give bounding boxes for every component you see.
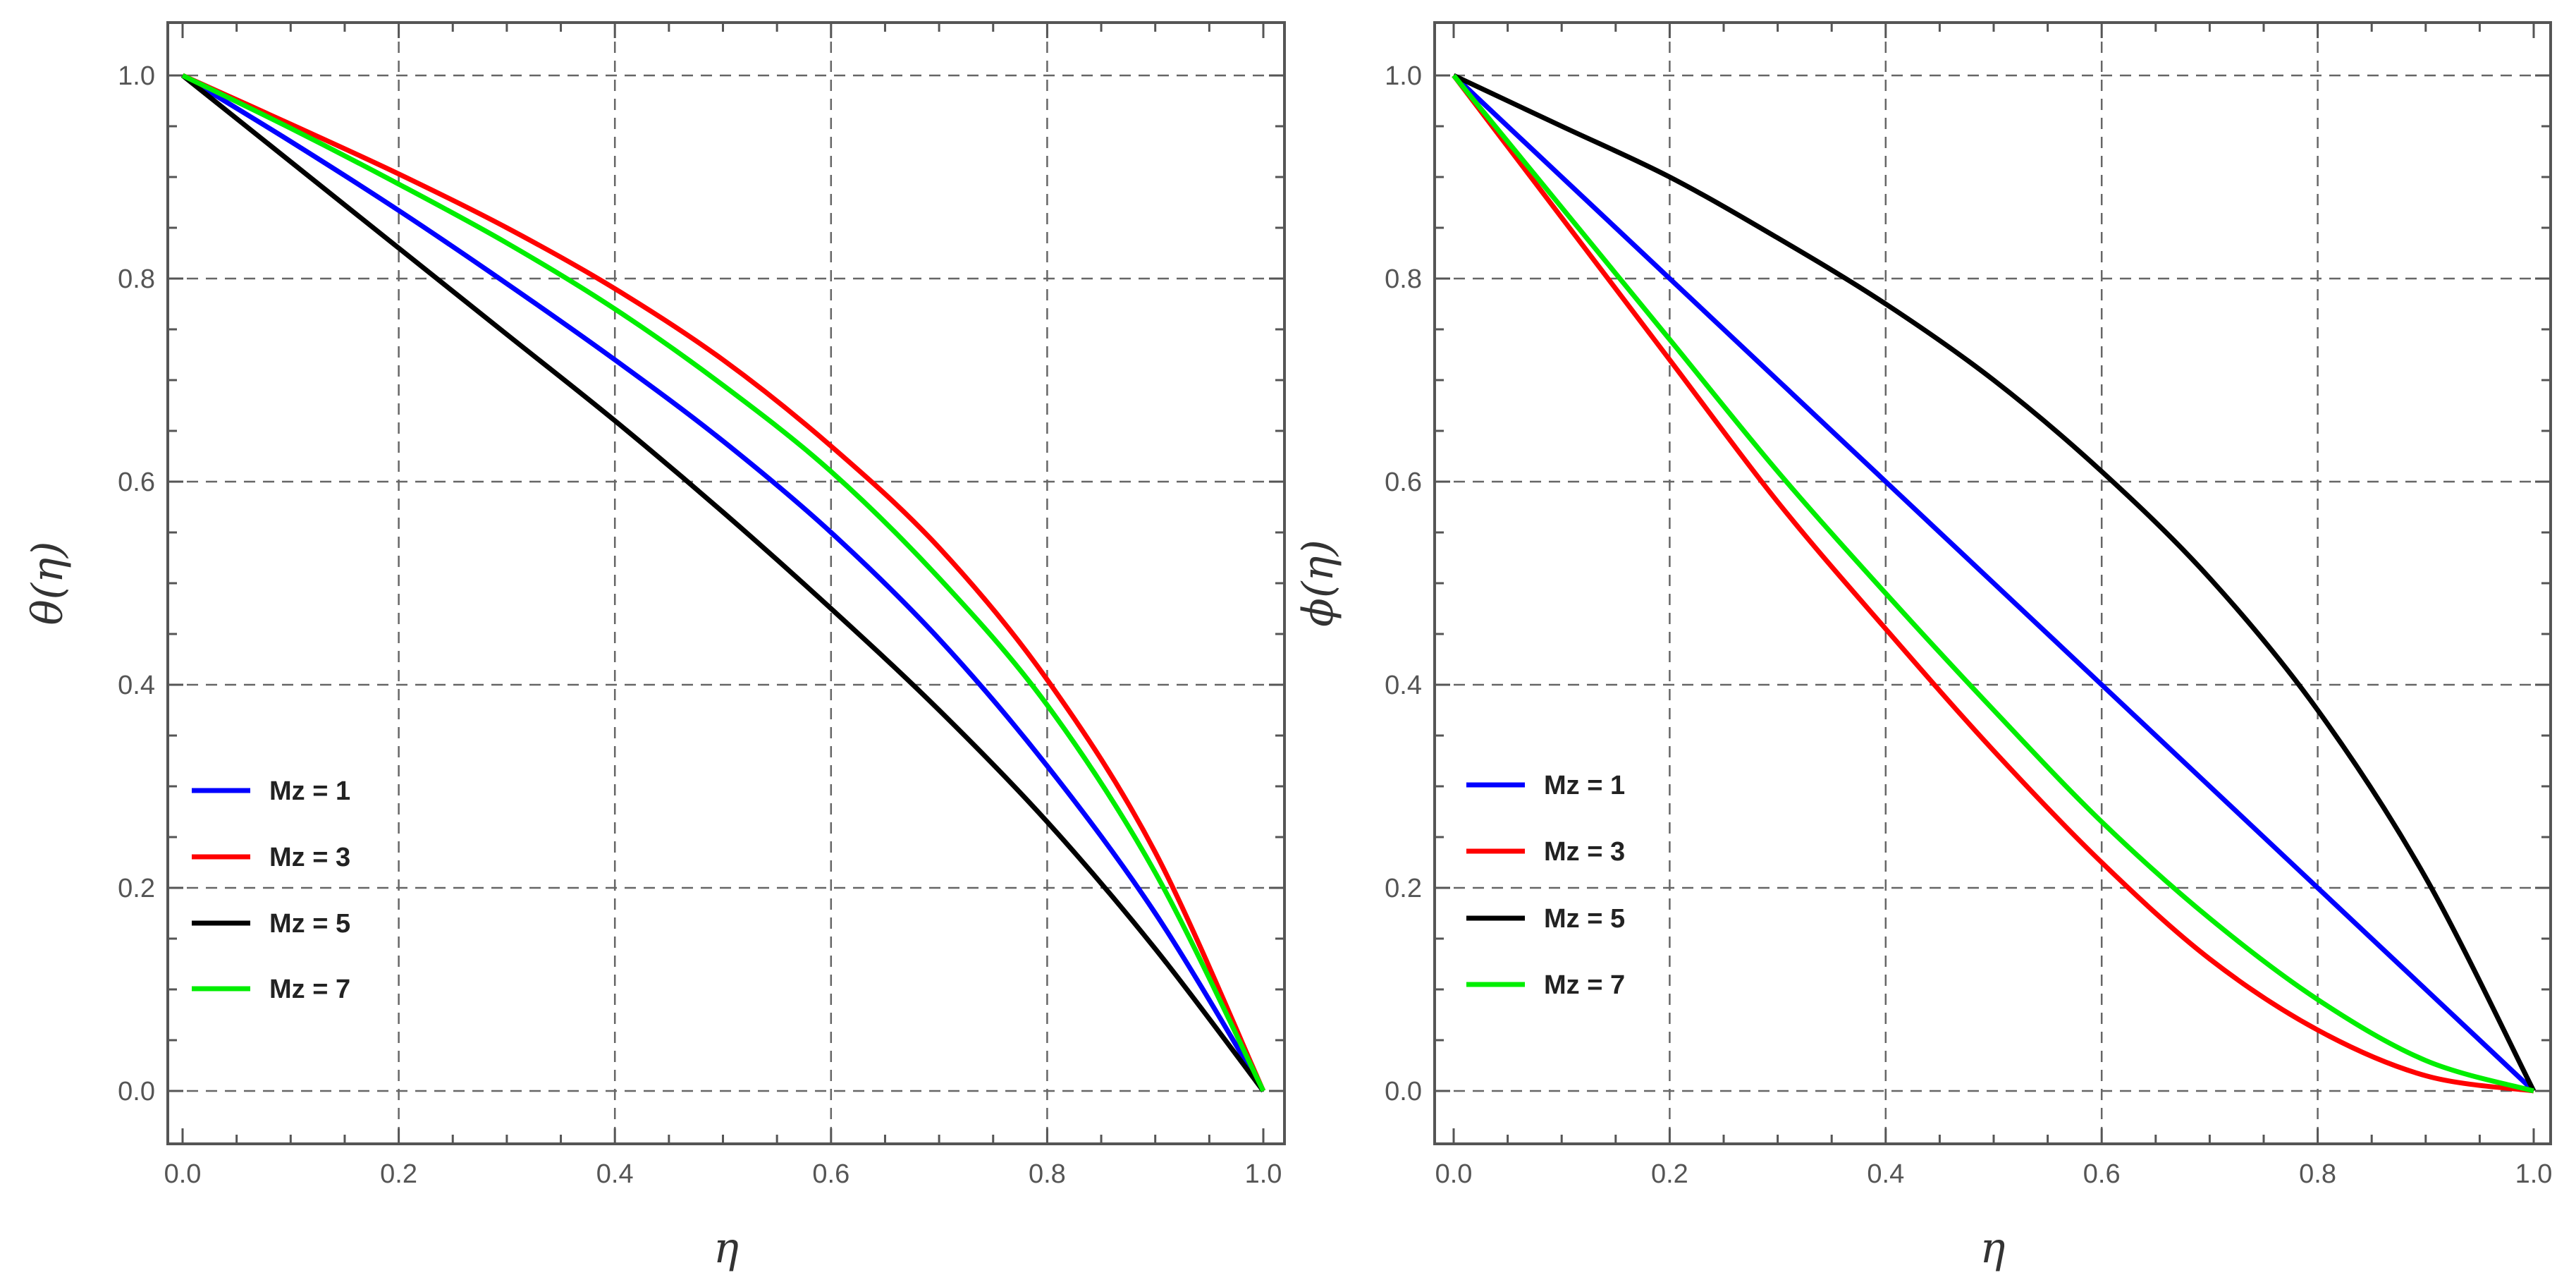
x-tick-label: 0.0 <box>1435 1159 1473 1189</box>
x-tick-label: 0.2 <box>380 1159 417 1189</box>
series-line-mz5 <box>180 73 1265 1093</box>
y-tick-label: 1.0 <box>1385 61 1422 91</box>
legend-label: Mz = 3 <box>269 843 350 872</box>
x-tick-label: 0.6 <box>812 1159 850 1189</box>
legend-label: Mz = 5 <box>269 909 350 939</box>
x-tick-label: 0.2 <box>1651 1159 1688 1189</box>
x-tick-label: 0.8 <box>2299 1159 2336 1189</box>
y-tick-label: 0.0 <box>1385 1077 1422 1106</box>
series-line-mz7 <box>1452 73 2534 1094</box>
series-line-mz5 <box>1452 73 2537 1092</box>
y-tick-label: 0.2 <box>1385 874 1422 903</box>
x-tick-label: 0.4 <box>1867 1159 1904 1189</box>
y-tick-label: 0.6 <box>118 468 155 497</box>
legend-label: Mz = 1 <box>269 776 350 806</box>
y-tick-label: 0.4 <box>1385 671 1422 700</box>
x-tick-label: 0.6 <box>2083 1159 2121 1189</box>
phi-chart: 0.0 0.2 0.4 0.6 0.8 1.0 0.0 0.2 0.4 0.6 0.8 1.0 η ϕ(η… <box>1294 21 2553 1273</box>
x-axis-label: η <box>713 1224 739 1273</box>
y-axis-label: θ(η) <box>23 542 73 626</box>
theta-chart: 0.0 0.2 0.4 0.6 0.8 1.0 0.0 0.2 0.4 0.6 0.8 1.0 η θ(η… <box>23 21 1286 1273</box>
series-line-mz1 <box>181 73 1265 1092</box>
legend-label: Mz = 1 <box>1544 771 1625 800</box>
x-axis-label: η <box>1980 1224 2006 1273</box>
x-tick-label: 1.0 <box>2515 1159 2553 1189</box>
y-axis-label: ϕ(η) <box>1294 539 1343 627</box>
series-line-mz3 <box>181 73 1266 1092</box>
series-line-mz7 <box>181 73 1266 1092</box>
legend-label: Mz = 3 <box>1544 837 1625 867</box>
y-tick-label: 0.4 <box>118 671 155 700</box>
series-line-mz3 <box>1452 73 2534 1094</box>
y-tick-label: 0.6 <box>1385 468 1422 497</box>
x-tick-label: 0.8 <box>1029 1159 1066 1189</box>
legend-label: Mz = 5 <box>1544 904 1625 934</box>
x-tick-label: 0.0 <box>164 1159 202 1189</box>
y-tick-label: 0.8 <box>1385 264 1422 294</box>
x-tick-label: 0.4 <box>596 1159 634 1189</box>
legend-label: Mz = 7 <box>1544 970 1625 1000</box>
legend-label: Mz = 7 <box>269 975 350 1004</box>
y-tick-label: 0.8 <box>118 264 155 294</box>
series-line-mz1 <box>1452 73 2536 1093</box>
y-tick-label: 0.0 <box>118 1077 155 1106</box>
y-tick-label: 0.2 <box>118 874 155 903</box>
y-tick-label: 1.0 <box>118 61 155 91</box>
x-tick-label: 1.0 <box>1245 1159 1282 1189</box>
